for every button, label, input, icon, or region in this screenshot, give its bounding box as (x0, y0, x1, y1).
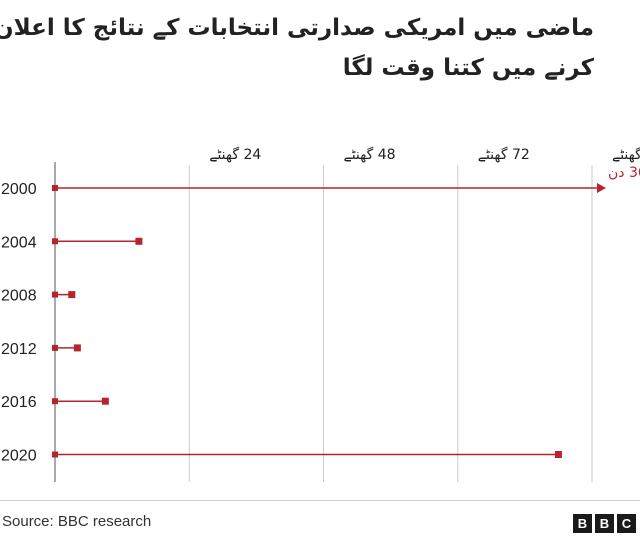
end-marker (101, 397, 109, 405)
start-marker (52, 238, 58, 245)
start-marker (52, 185, 58, 191)
y-category-label: 2020 (1, 448, 37, 465)
start-marker (52, 451, 58, 458)
bbc-logo: B B C (573, 514, 636, 533)
end-marker (68, 291, 76, 299)
start-marker (52, 398, 58, 405)
y-category-label: 2012 (1, 341, 37, 358)
bbc-logo-letter: C (617, 514, 636, 533)
start-marker (52, 291, 58, 298)
chart-title: ماضی میں امریکی صدارتی انتخابات کے نتائج… (0, 15, 594, 81)
start-marker (52, 344, 58, 351)
end-marker (554, 451, 562, 458)
chart: 24 گھنٹے 48 گھنٹے 72 گھنٹے 96 گھنٹے 2000 2004… (1, 146, 640, 482)
x-tick-label: 72 گھنٹے (478, 146, 530, 163)
source-note: Source: BBC research (2, 513, 152, 530)
footer-divider (0, 500, 640, 501)
end-marker (73, 344, 81, 352)
end-marker (135, 237, 143, 245)
arrow-head (597, 183, 606, 193)
x-tick-label: 96 گھنٹے (612, 146, 640, 163)
annotation-label: 36 دن (608, 165, 640, 181)
y-category-label: 2008 (1, 288, 37, 305)
x-tick-label: 48 گھنٹے (344, 146, 396, 163)
y-category-label: 2000 (1, 181, 37, 198)
x-tick-label: 24 گھنٹے (209, 146, 261, 163)
y-category-label: 2016 (1, 394, 37, 411)
y-category-label: 2004 (1, 234, 37, 251)
bbc-logo-letter: B (573, 514, 592, 533)
bbc-logo-letter: B (595, 514, 614, 533)
